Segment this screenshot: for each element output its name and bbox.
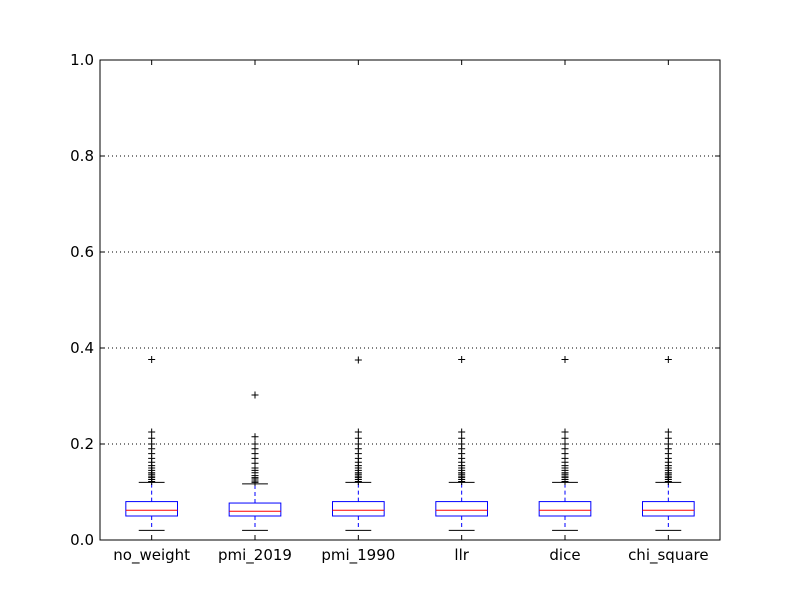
y-tick-label: 0.8 xyxy=(70,147,94,165)
x-category-label: pmi_1990 xyxy=(321,546,395,565)
box xyxy=(642,501,695,517)
outlier-point xyxy=(251,433,259,441)
outlier-point xyxy=(561,356,569,364)
y-tick-label: 0.6 xyxy=(70,243,94,261)
grid-lines xyxy=(100,155,720,445)
outlier-point xyxy=(664,428,672,436)
plot-frame xyxy=(99,59,721,541)
box-plot-pmi_2019 xyxy=(228,391,282,531)
y-tick-label: 1.0 xyxy=(70,51,94,69)
outlier-point xyxy=(458,428,466,436)
outlier-point xyxy=(354,428,362,436)
box-plot-no_weight xyxy=(125,356,179,531)
box xyxy=(125,501,179,517)
x-axis: no_weight pmi_2019 pmi_1990 llr dice chi_squa… xyxy=(113,60,709,565)
outlier-point xyxy=(664,434,672,442)
outlier-point xyxy=(354,356,362,364)
outlier-point xyxy=(148,428,156,436)
box-plots xyxy=(125,356,695,531)
outlier-point xyxy=(148,356,156,364)
box xyxy=(228,502,282,517)
y-axis: 0.0 0.2 0.4 0.6 0.8 1.0 xyxy=(70,51,720,549)
box-plot-dice xyxy=(538,356,592,531)
outlier-point xyxy=(148,434,156,442)
outlier-point xyxy=(458,434,466,442)
outlier-point xyxy=(458,356,466,364)
outlier-point xyxy=(561,434,569,442)
box xyxy=(538,501,592,517)
x-category-label: no_weight xyxy=(113,546,190,565)
box xyxy=(435,501,489,517)
outlier-point xyxy=(251,391,259,399)
outlier-point xyxy=(664,356,672,364)
x-category-label: llr xyxy=(454,546,469,564)
y-tick-label: 0.2 xyxy=(70,435,94,453)
y-tick-label: 0.0 xyxy=(70,531,94,549)
box-plot-pmi_1990 xyxy=(332,356,385,531)
x-category-label: pmi_2019 xyxy=(218,546,292,565)
outlier-point xyxy=(354,434,362,442)
box-plot-chi_square xyxy=(642,356,695,531)
x-category-label: chi_square xyxy=(628,546,709,565)
box-plot-llr xyxy=(435,356,489,531)
box xyxy=(332,501,385,517)
outlier-point xyxy=(251,440,259,448)
x-category-label: dice xyxy=(549,546,580,564)
outlier-point xyxy=(561,428,569,436)
y-tick-label: 0.4 xyxy=(70,339,94,357)
